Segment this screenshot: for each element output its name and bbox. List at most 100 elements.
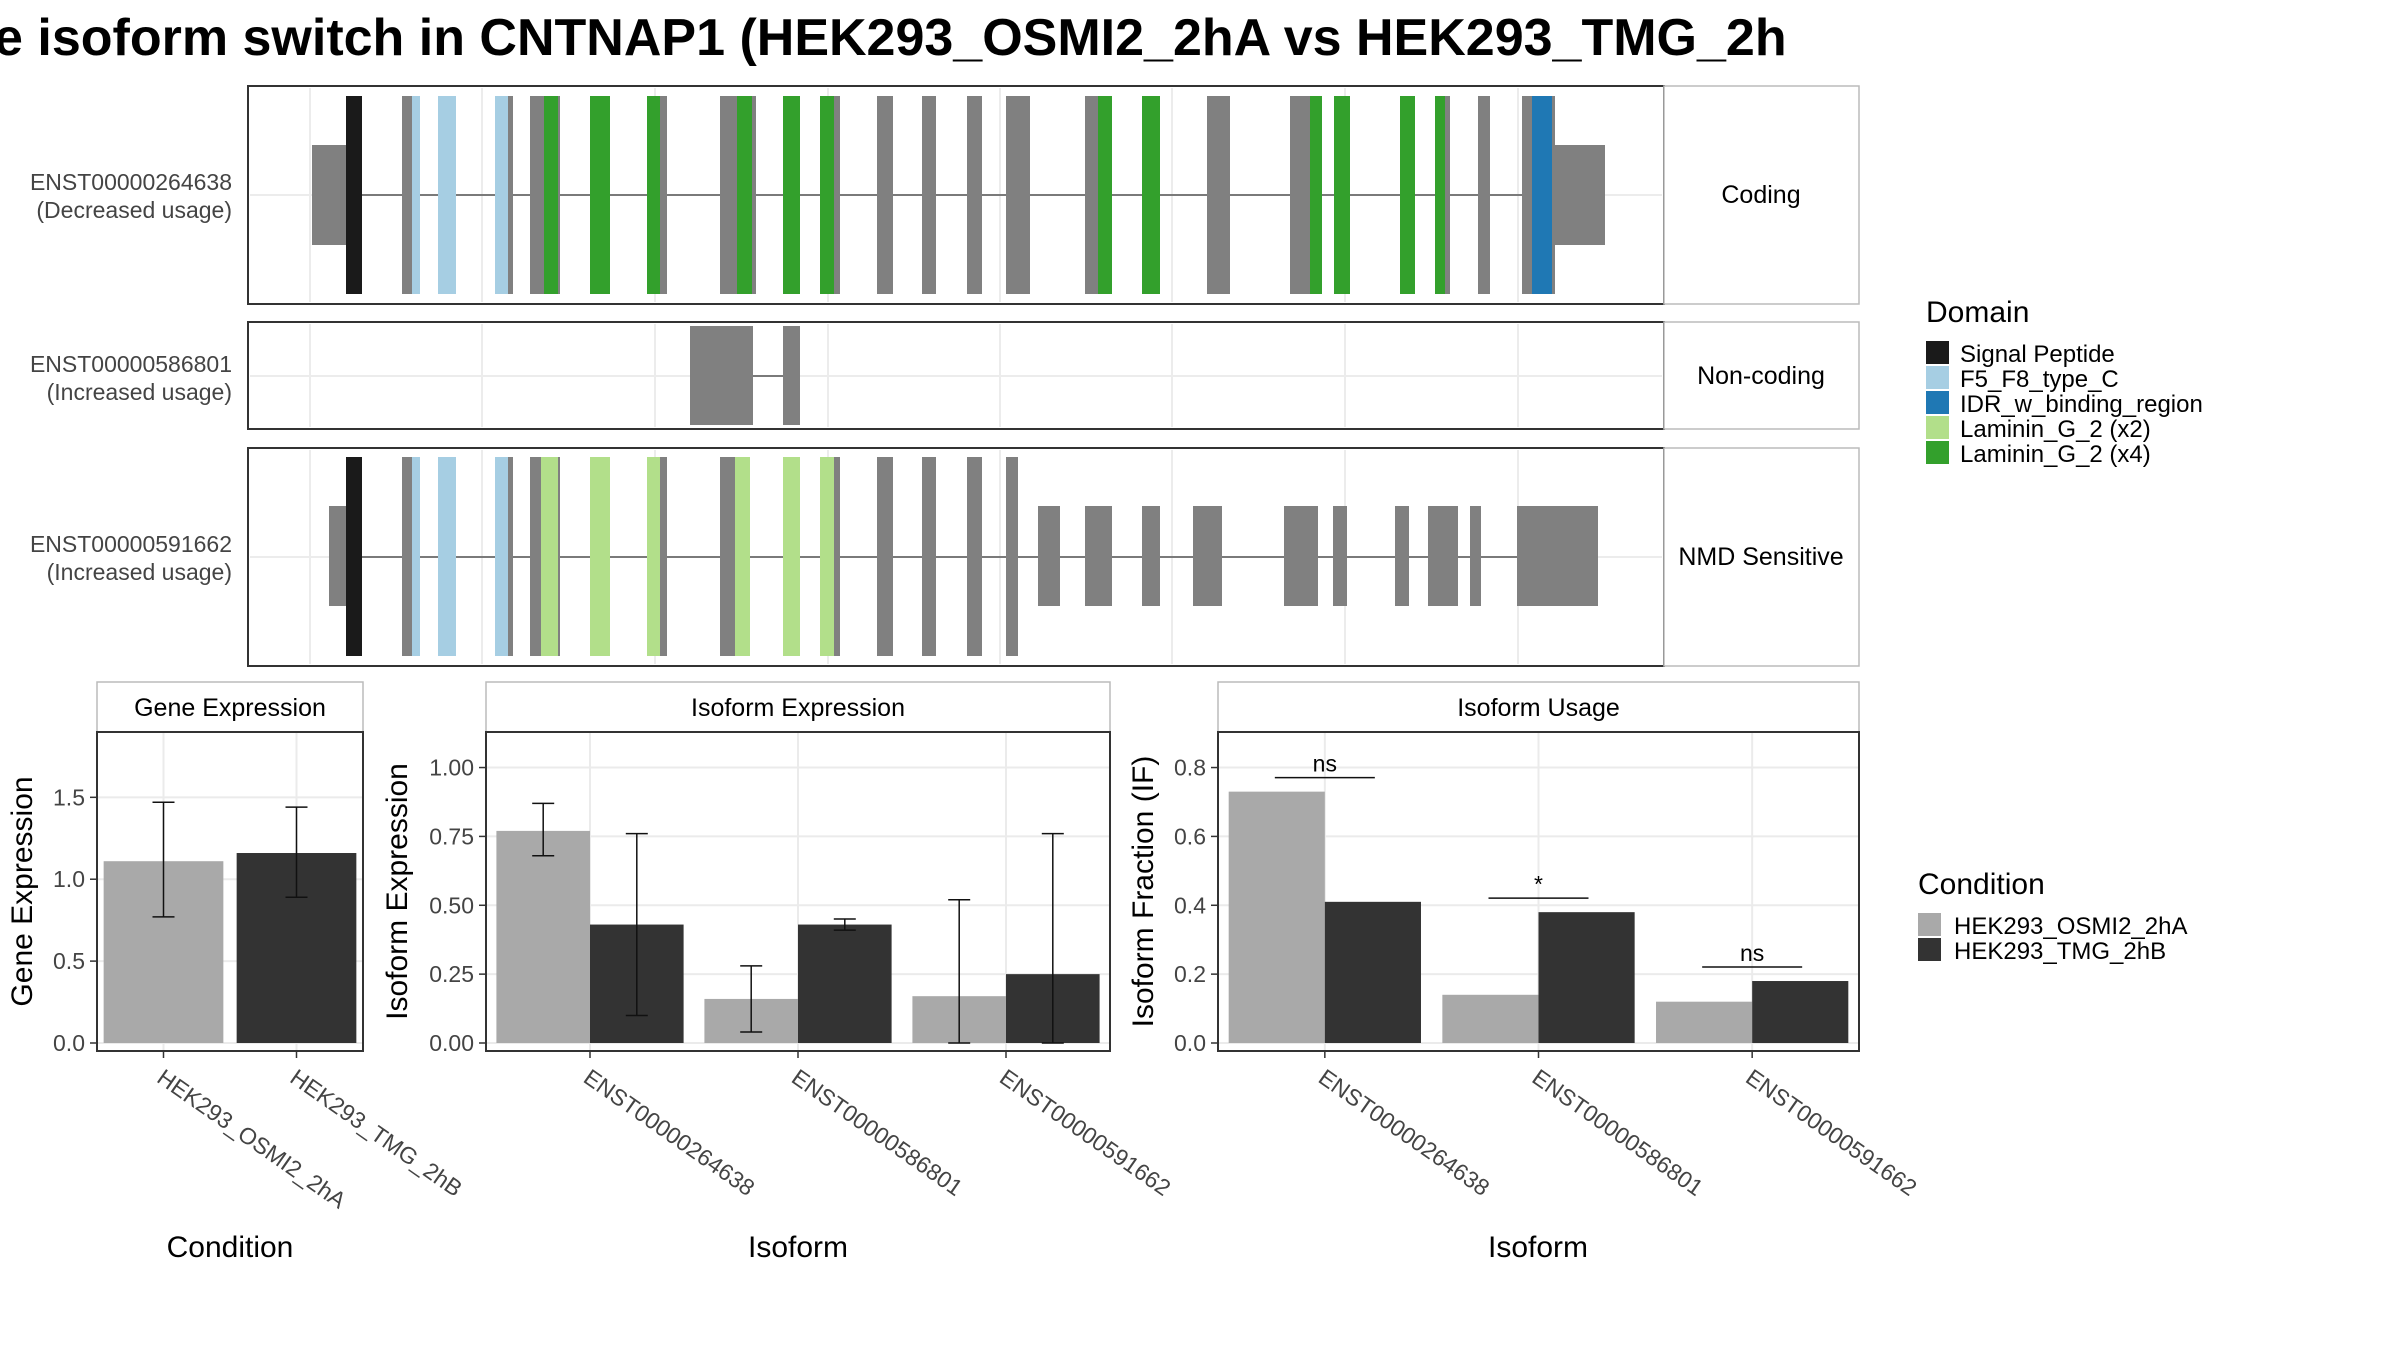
isoform-expression-panel: Isoform Expression 0.00 0.25 0.50 0.75 1.00 EN…	[381, 681, 1176, 1264]
domain-legend-title: Domain	[1926, 296, 2029, 329]
exon	[1006, 457, 1018, 656]
figure-title: e isoform switch in CNTNAP1 (HEK293_OSMI…	[0, 9, 1787, 67]
domain-segment	[348, 457, 362, 656]
domain-segment	[735, 457, 750, 656]
bar	[1656, 1001, 1753, 1043]
isoform-usage-panel: Isoform Usage 0.0 0.2 0.4 0.6 0.8 ns * ns ENST000…	[1127, 681, 1922, 1264]
exon	[1006, 96, 1030, 294]
x-tick-label: ENST00000591662	[1741, 1064, 1921, 1201]
legend-swatch-idr	[1926, 391, 1949, 414]
exon	[922, 96, 936, 294]
utr-exon	[1193, 506, 1222, 606]
domain-segment	[350, 96, 362, 294]
domain-segment	[590, 457, 610, 656]
y-tick-label: 0.0	[53, 1030, 85, 1056]
exon	[1207, 96, 1230, 294]
strip-label-coding: Coding	[1721, 181, 1800, 209]
domain-segment	[820, 457, 834, 656]
transcript-track-coding: Coding ENST00000264638 (Decreased usage)	[30, 85, 1860, 305]
legend-swatch-laminin-x2	[1926, 416, 1949, 439]
domain-segment	[1142, 96, 1160, 294]
domain-segment	[495, 457, 508, 656]
y-tick-label: 0.25	[429, 961, 474, 987]
track-structure-nmd	[250, 450, 1662, 664]
bar	[1228, 791, 1325, 1043]
strip-noncoding	[1663, 321, 1860, 430]
utr-exon	[1555, 145, 1605, 245]
legend-swatch-laminin-x4	[1926, 441, 1949, 464]
bar	[496, 830, 590, 1043]
utr-exon	[1038, 506, 1060, 606]
utr-exon	[1142, 506, 1160, 606]
bar	[1752, 981, 1849, 1043]
domain-segment	[1310, 96, 1322, 294]
domain-segment	[1334, 96, 1350, 294]
domain-segment	[737, 96, 752, 294]
condition-legend: Condition HEK293_OSMI2_2hA HEK293_TMG_2h…	[1918, 868, 2187, 965]
legend-label-f5-f8: F5_F8_type_C	[1960, 366, 2119, 393]
domain-segment	[647, 96, 660, 294]
domain-segment	[590, 96, 610, 294]
significance-label: ns	[1313, 751, 1337, 777]
exon	[1290, 96, 1310, 294]
panel-strip	[485, 681, 1111, 733]
transcript-id-nmd: ENST00000591662	[30, 531, 232, 557]
domain-segment	[412, 96, 420, 294]
panel-title: Isoform Expression	[691, 694, 905, 722]
y-tick-label: 0.2	[1174, 961, 1206, 987]
y-tick-label: 0.00	[429, 1030, 474, 1056]
domain-segment	[541, 457, 558, 656]
exon	[690, 326, 753, 425]
domain-segment	[438, 96, 456, 294]
legend-swatch-f5-f8	[1926, 366, 1949, 389]
legend-label-laminin-x2: Laminin_G_2 (x2)	[1960, 416, 2151, 443]
domain-segment	[544, 96, 558, 294]
strip-coding	[1663, 85, 1860, 305]
x-tick-label: ENST00000586801	[787, 1064, 967, 1201]
bar	[798, 924, 892, 1043]
exon	[877, 96, 893, 294]
exon	[967, 457, 982, 656]
legend-label-idr: IDR_w_binding_region	[1960, 391, 2203, 418]
utr-exon	[1395, 506, 1409, 606]
utr-exon	[1085, 506, 1112, 606]
strip-label-noncoding: Non-coding	[1697, 362, 1825, 390]
transcript-usage-nmd: (Increased usage)	[47, 559, 232, 585]
track-structure-coding	[250, 88, 1662, 302]
y-tick-label: 1.00	[429, 755, 474, 781]
utr-exon	[1284, 506, 1318, 606]
domain-segment	[1098, 96, 1112, 294]
transcript-track-noncoding: Non-coding ENST00000586801 (Increased us…	[30, 321, 1860, 430]
legend-swatch-signal-peptide	[1926, 341, 1949, 364]
exon	[783, 326, 800, 425]
domain-segment	[820, 96, 834, 294]
legend-label-tmg: HEK293_TMG_2hB	[1954, 938, 2166, 965]
y-tick-label: 0.5	[53, 948, 85, 974]
transcript-id-noncoding: ENST00000586801	[30, 351, 232, 377]
condition-legend-title: Condition	[1918, 868, 2045, 901]
strip-nmd	[1663, 447, 1860, 667]
bar	[1324, 901, 1421, 1043]
bar	[1442, 994, 1539, 1043]
domain-segment	[412, 457, 420, 656]
y-tick-label: 1.5	[53, 784, 85, 810]
y-tick-label: 0.6	[1174, 823, 1206, 849]
domain-segment	[495, 96, 508, 294]
exon	[967, 96, 982, 294]
significance-label: ns	[1740, 940, 1764, 966]
legend-label-osmi2: HEK293_OSMI2_2hA	[1954, 913, 2187, 940]
strip-label-nmd: NMD Sensitive	[1678, 543, 1843, 571]
transcript-track-nmd: NMD Sensitive ENST00000591662 (Increased…	[30, 447, 1860, 667]
x-tick-label: ENST00000586801	[1528, 1064, 1708, 1201]
x-tick-label: ENST00000591662	[995, 1064, 1175, 1201]
y-tick-label: 0.50	[429, 892, 474, 918]
transcript-usage-noncoding: (Increased usage)	[47, 379, 232, 405]
panel-title: Gene Expression	[134, 694, 326, 722]
x-tick-label: ENST00000264638	[579, 1064, 759, 1201]
transcript-usage-coding: (Decreased usage)	[36, 197, 232, 223]
transcript-id-coding: ENST00000264638	[30, 169, 232, 195]
domain-segment	[1400, 96, 1415, 294]
domain-segment	[647, 457, 660, 656]
